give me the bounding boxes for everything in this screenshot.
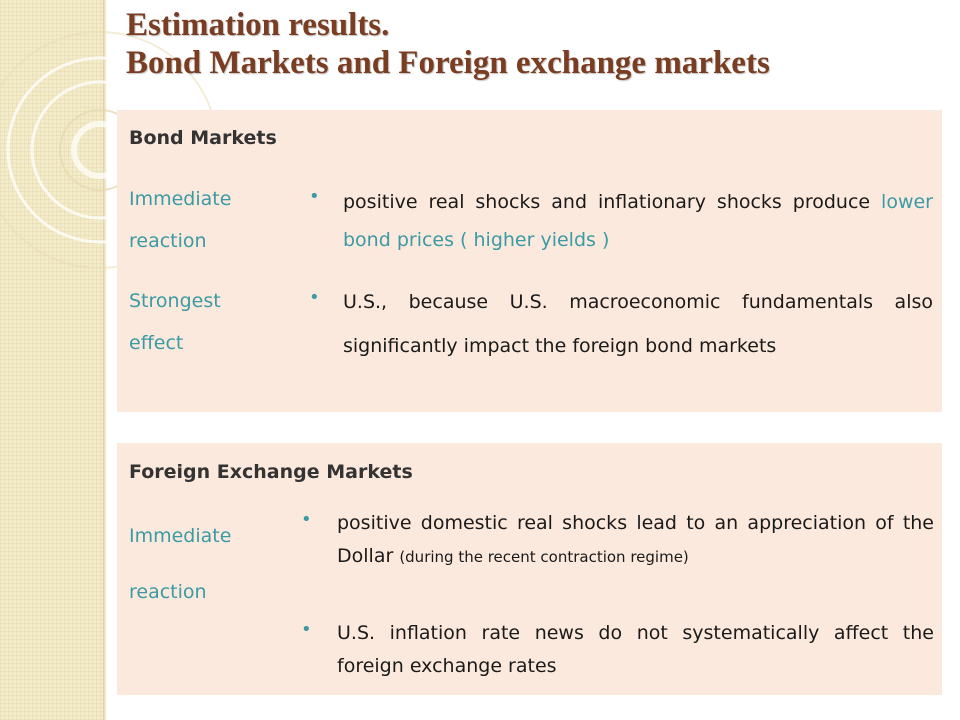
strongest-effect-label: Strongest effect: [129, 290, 221, 354]
title-line-2: Bond Markets and Foreign exchange market…: [126, 45, 770, 81]
fx-regime-note: (during the recent contraction regime): [399, 548, 689, 566]
bullet-dot-icon: •: [301, 509, 312, 530]
bond-immediate-reaction-text: positive real shocks and inflationary sh…: [343, 191, 933, 251]
highlighted-phrase: lower bond prices ( higher yields ): [343, 191, 933, 251]
title-line-1: Estimation results.: [126, 7, 390, 43]
foreign-exchange-heading: Foreign Exchange Markets: [129, 461, 413, 483]
immediate-reaction-label: Immediate reaction: [129, 188, 232, 252]
bond-strongest-effect-text: U.S., because U.S. macroeconomic fundame…: [343, 291, 933, 357]
bullet-dot-icon: •: [309, 287, 320, 308]
bond-markets-panel: Bond Markets Immediate reaction • positi…: [117, 110, 942, 412]
strip-edge-shadow: [103, 0, 107, 720]
bullet-dot-icon: •: [301, 619, 312, 640]
fx-inflation-news-text: U.S. inflation rate news do not systemat…: [337, 622, 934, 677]
fx-appreciation-text: positive domestic real shocks lead to an…: [337, 512, 934, 567]
bond-markets-heading: Bond Markets: [129, 127, 277, 149]
foreign-exchange-panel: Foreign Exchange Markets Immediate react…: [117, 443, 942, 695]
left-decorative-strip: [0, 0, 103, 720]
slide-title: Estimation results. Bond Markets and For…: [126, 6, 946, 82]
fx-immediate-reaction-label: Immediate reaction: [129, 525, 232, 603]
bullet-dot-icon: •: [309, 186, 320, 207]
